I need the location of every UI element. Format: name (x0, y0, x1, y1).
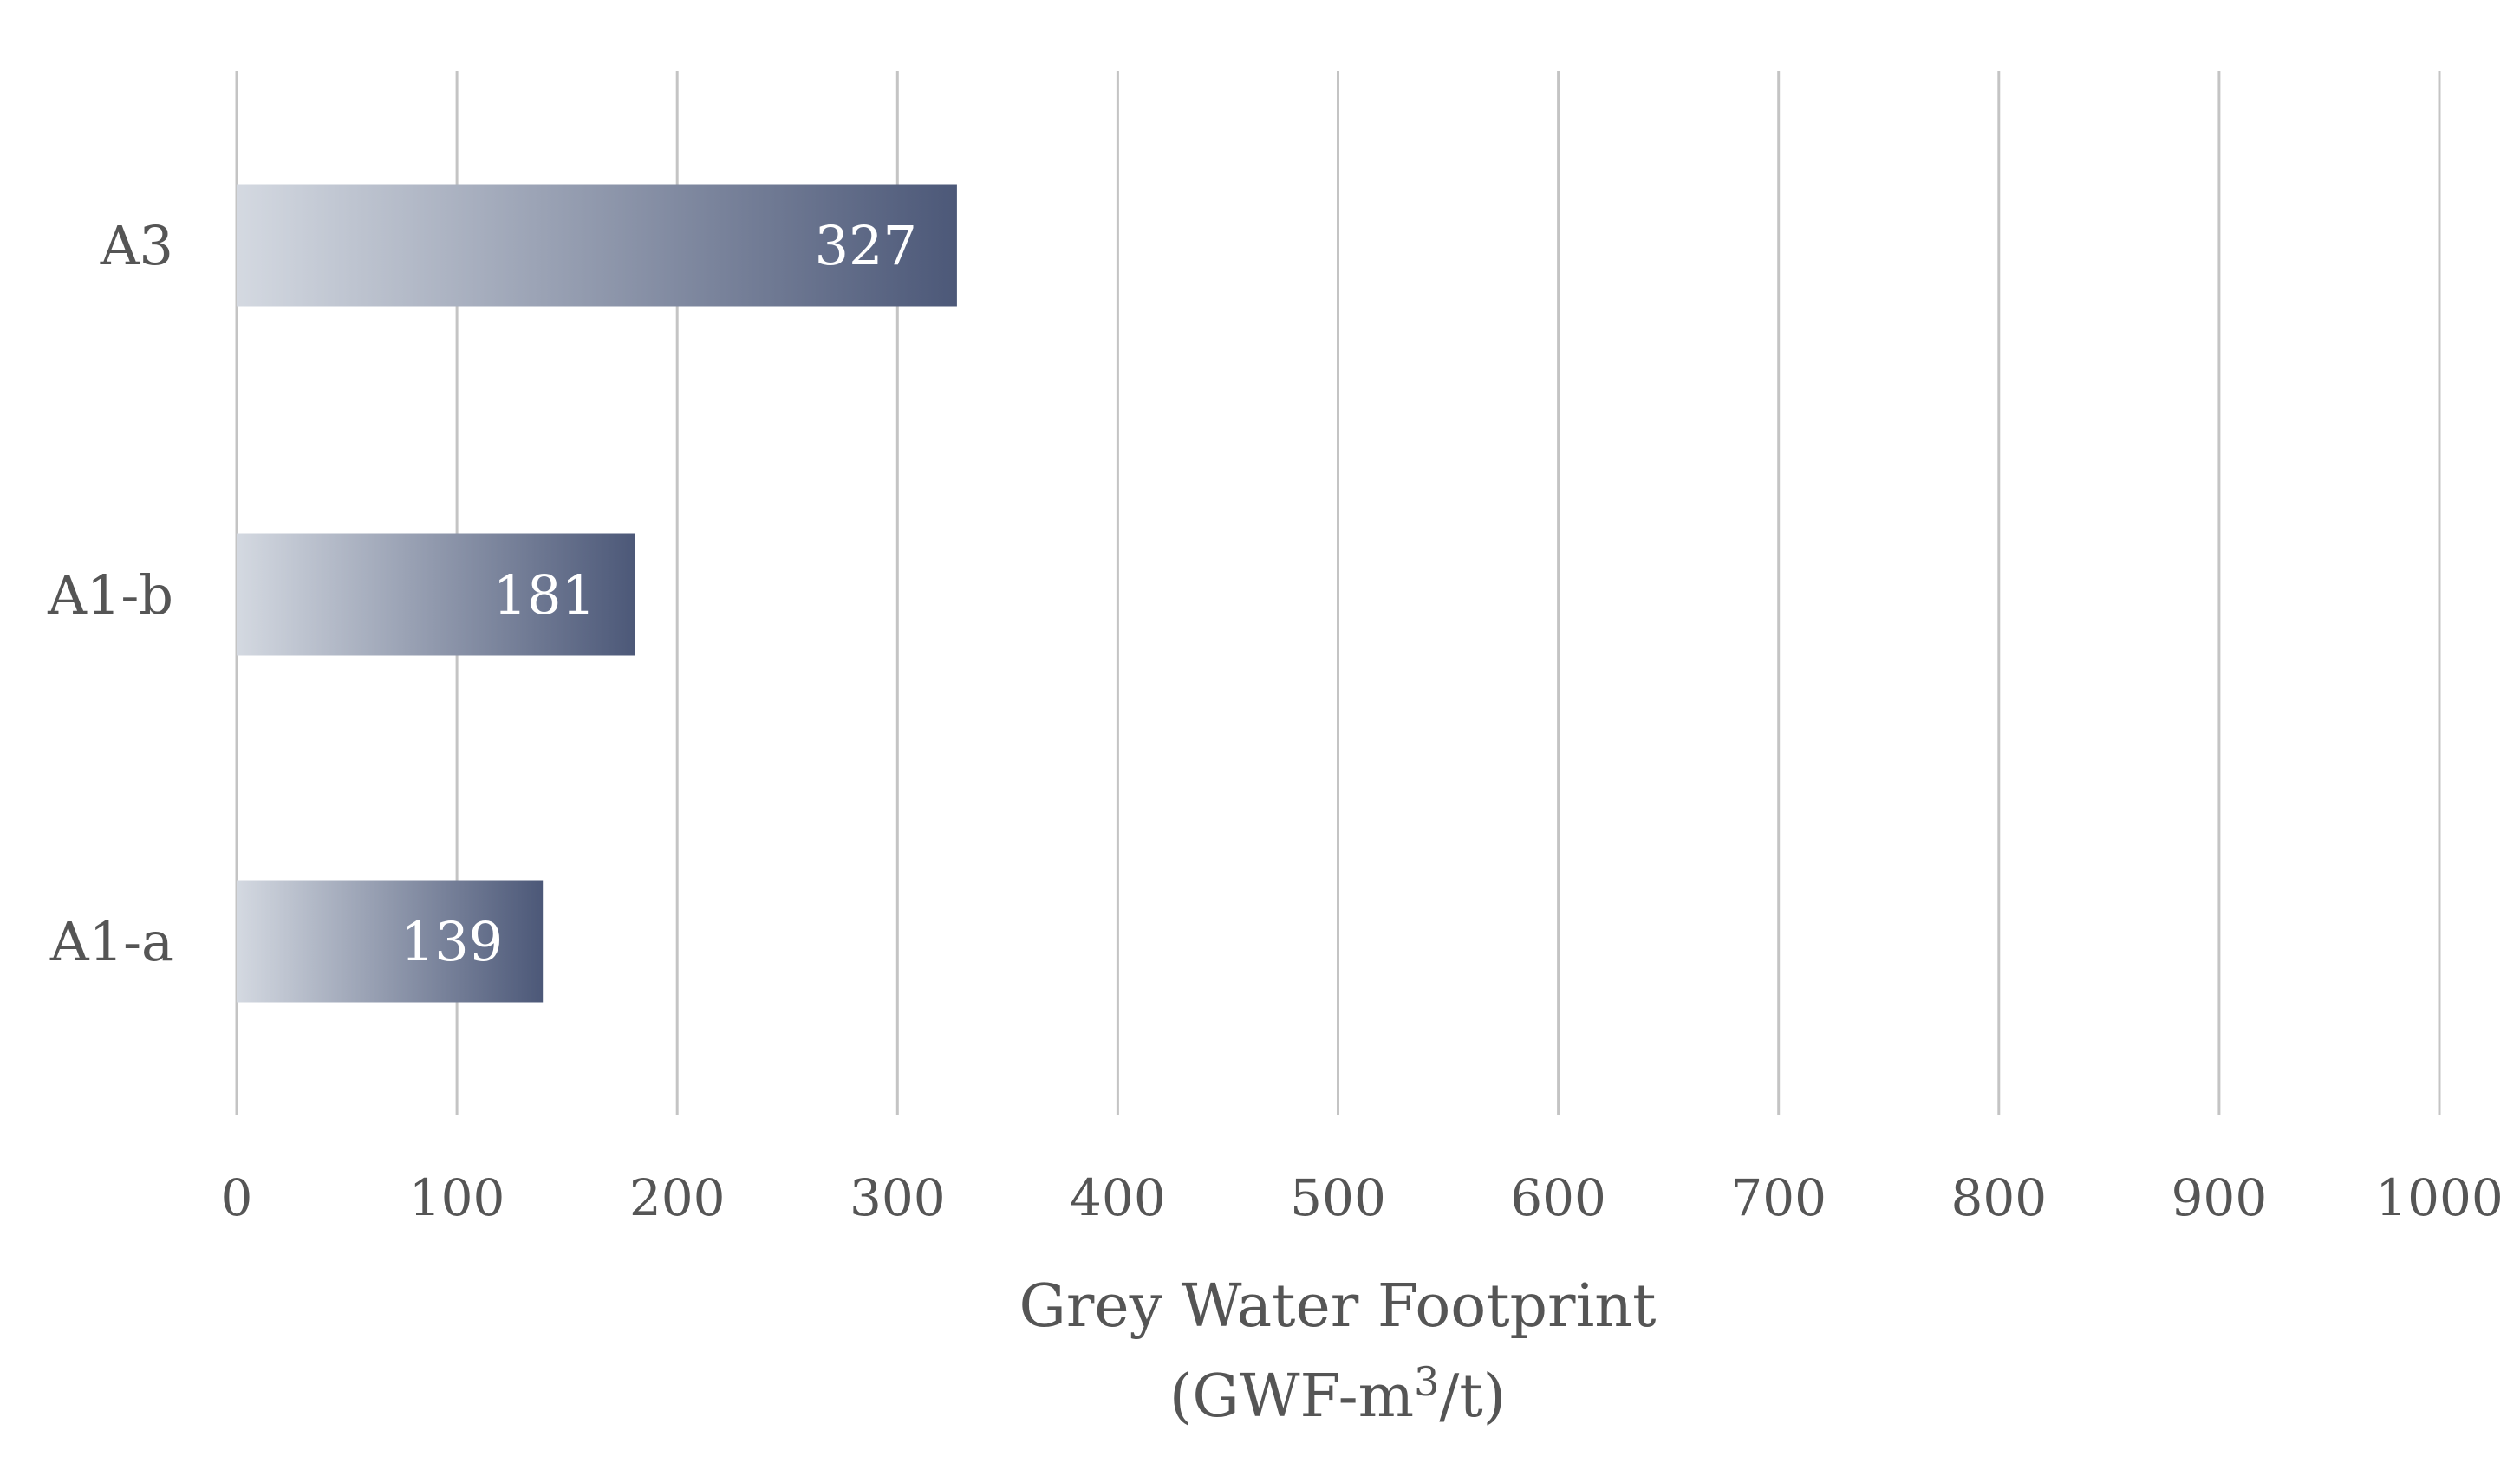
category-label: A3 (100, 214, 173, 277)
data-label: 181 (493, 563, 596, 627)
bar-a1-b (237, 533, 635, 656)
x-tick-label: 100 (409, 1168, 505, 1227)
x-tick-label: 700 (1730, 1168, 1827, 1227)
x-tick-label: 800 (1950, 1168, 2047, 1227)
category-label: A1-b (47, 563, 173, 627)
x-axis-title-suffix: /t) (1439, 1362, 1506, 1431)
x-tick-labels: 0 100 200 300 400 500 600 700 800 900 1000 (221, 1168, 2504, 1227)
x-axis-title-prefix: (GWF-m (1169, 1362, 1414, 1431)
x-axis-title-line2: (GWF-m3/t) (1169, 1358, 1506, 1431)
data-label: 327 (815, 214, 917, 277)
x-tick-label: 600 (1510, 1168, 1606, 1227)
category-labels: A3 A1-b A1-a (47, 214, 173, 973)
x-tick-label: 300 (850, 1168, 946, 1227)
bars: 327 181 139 (237, 184, 957, 1003)
x-tick-label: 200 (629, 1168, 726, 1227)
x-tick-label: 900 (2172, 1168, 2268, 1227)
x-tick-label: 1000 (2375, 1168, 2504, 1227)
bar-a3 (237, 184, 957, 307)
data-label: 139 (400, 910, 503, 973)
x-tick-label: 400 (1070, 1168, 1166, 1227)
x-axis-title-superscript: 3 (1414, 1358, 1439, 1405)
x-tick-label: 500 (1290, 1168, 1386, 1227)
bar-a1-a (237, 880, 544, 1003)
x-axis-title-line1: Grey Water Footprint (1019, 1272, 1657, 1341)
x-tick-label: 0 (221, 1168, 253, 1227)
category-label: A1-a (49, 910, 173, 973)
